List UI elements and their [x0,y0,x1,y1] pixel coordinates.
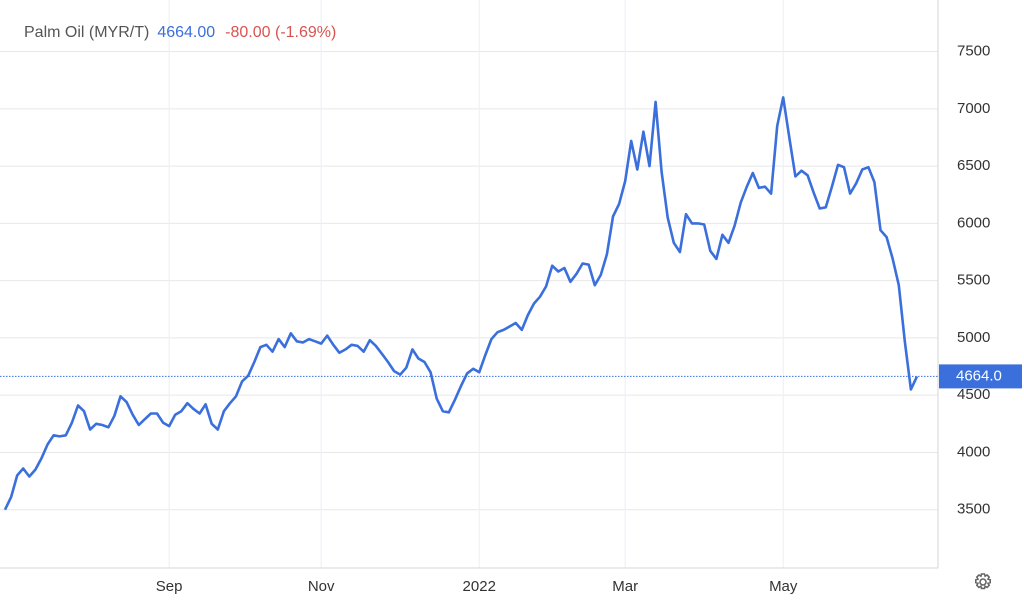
x-tick-label: May [769,578,798,595]
price: 4664.00 [157,24,215,41]
y-tick-label: 6000 [957,214,990,231]
x-tick-label: 2022 [463,578,496,595]
change: -80.00 (-1.69%) [225,24,336,41]
grid [0,0,938,568]
y-tick-label: 4500 [957,386,990,403]
price-line [3,96,919,511]
instrument-name: Palm Oil (MYR/T) [24,24,149,41]
y-tick-label: 4000 [957,443,990,460]
y-tick-label: 5500 [957,272,990,289]
x-tick-label: Mar [612,578,638,595]
y-tick-label: 7500 [957,43,990,60]
y-tick-label: 5000 [957,329,990,346]
settings-icon[interactable] [975,573,991,590]
x-tick-label: Sep [156,578,183,595]
last-price-tag [939,364,1022,389]
x-tick-label: Nov [308,578,335,595]
y-tick-label: 3500 [957,501,990,518]
y-tick-label: 7000 [957,100,990,117]
y-tick-label: 6500 [957,157,990,174]
last-price-label: 4664.0 [956,367,1002,384]
